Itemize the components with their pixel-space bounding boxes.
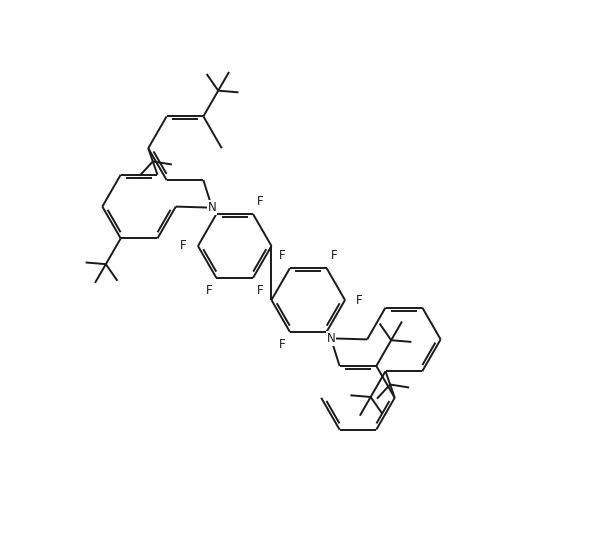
- Text: F: F: [206, 284, 213, 297]
- Text: F: F: [356, 294, 363, 306]
- Text: F: F: [257, 195, 264, 208]
- Text: F: F: [279, 249, 286, 262]
- Text: F: F: [331, 249, 337, 262]
- Text: F: F: [257, 284, 264, 297]
- Text: N: N: [208, 201, 216, 214]
- Text: N: N: [327, 332, 336, 345]
- Text: F: F: [180, 240, 187, 252]
- Text: F: F: [279, 338, 286, 351]
